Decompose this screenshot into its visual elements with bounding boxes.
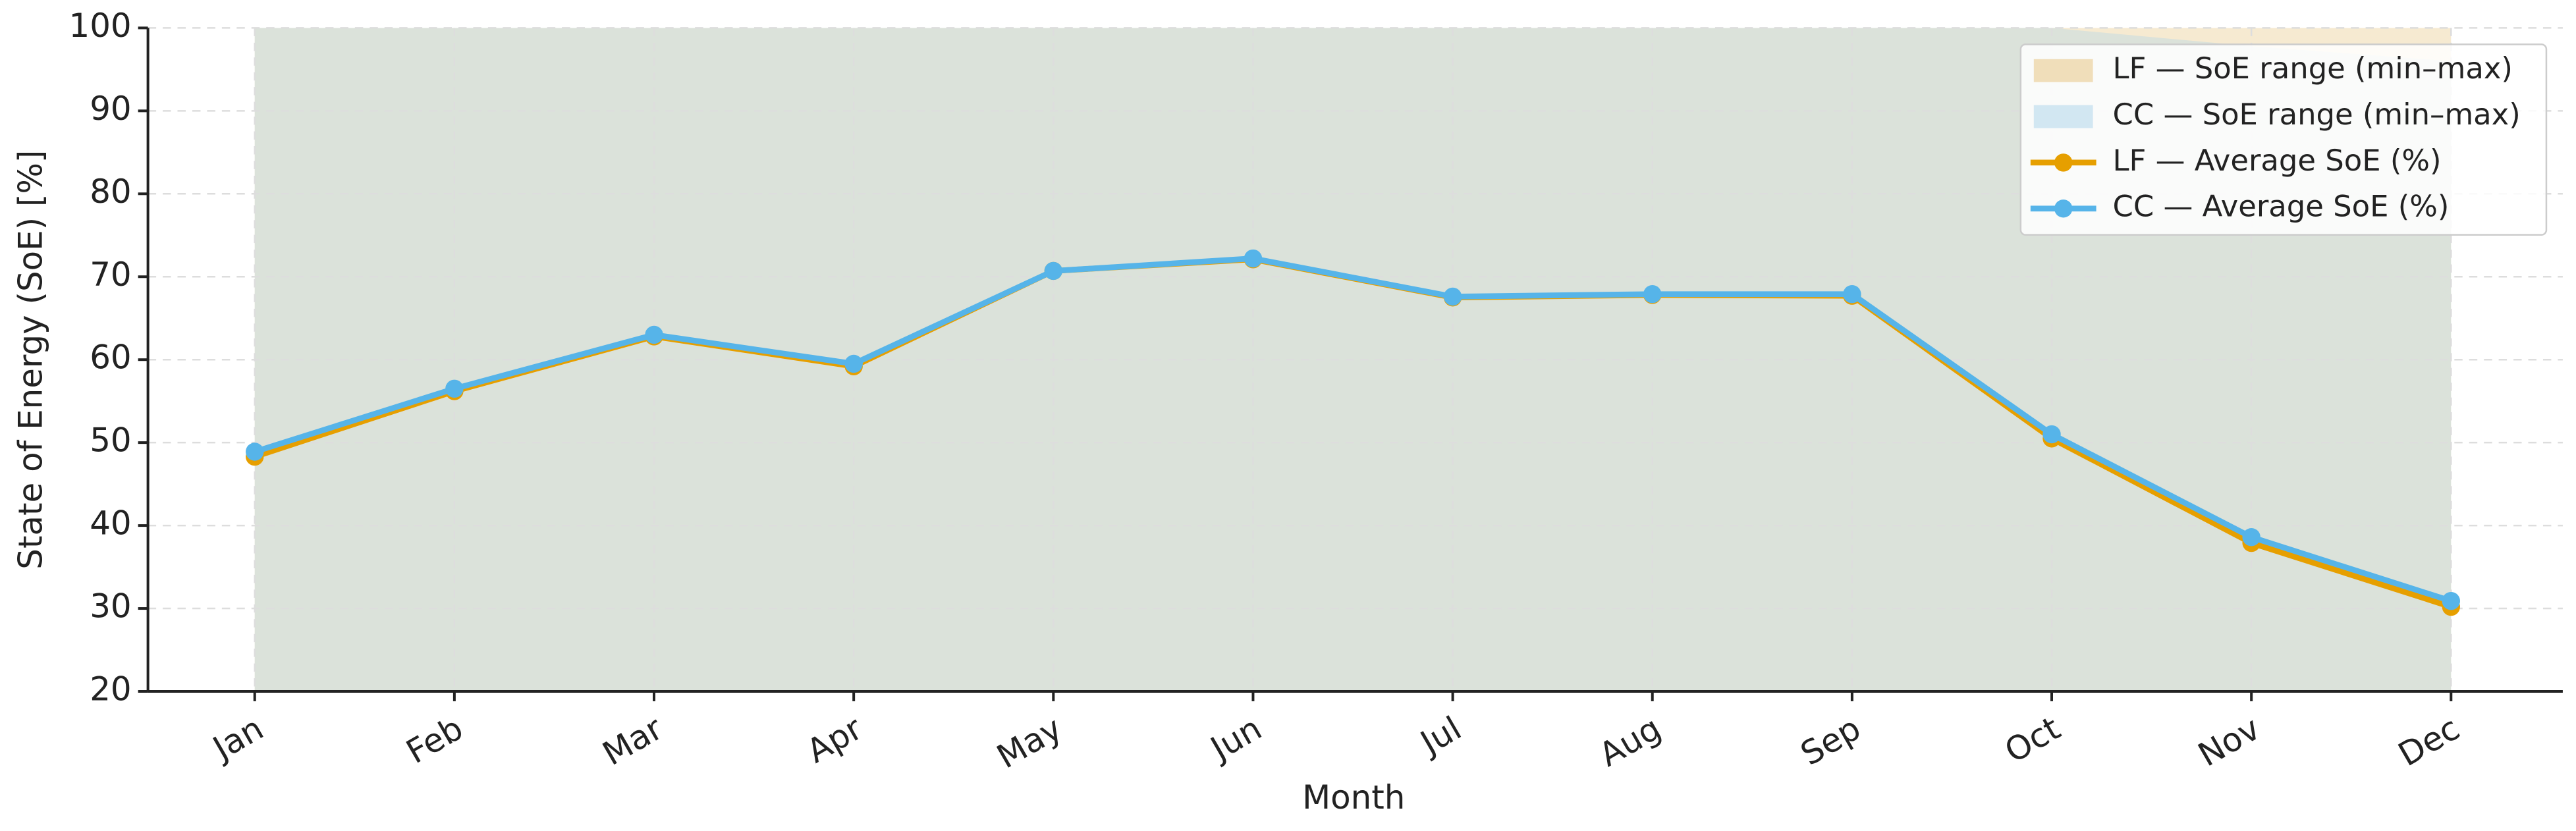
x-tick-label: Nov <box>2192 709 2266 774</box>
legend-marker <box>2054 153 2073 172</box>
x-tick-label: Aug <box>1593 709 1667 774</box>
x-tick-label: Jul <box>1413 709 1468 763</box>
point <box>2242 528 2261 547</box>
y-tick-label: 60 <box>90 338 131 377</box>
x-tick-label: Jun <box>1203 709 1268 769</box>
y-tick-label: 50 <box>90 421 131 460</box>
y-tick-label: 70 <box>90 255 131 294</box>
legend-label: LF — SoE range (min–max) <box>2113 51 2513 86</box>
x-tick-label: Sep <box>1794 709 1867 773</box>
legend: LF — SoE range (min–max) CC — SoE range (… <box>2019 43 2548 236</box>
point <box>645 325 663 344</box>
series-line <box>254 255 2452 604</box>
y-tick-label: 30 <box>90 587 131 626</box>
point <box>2442 592 2461 610</box>
point <box>1643 284 1662 304</box>
legend-box <box>2019 43 2548 236</box>
point <box>1044 261 1063 281</box>
y-tick-label: 20 <box>90 670 131 709</box>
x-tick-label: Mar <box>596 709 669 773</box>
x-axis-label: Month <box>1302 778 1405 817</box>
x-tick-label: Oct <box>1998 709 2067 770</box>
point <box>246 442 264 461</box>
x-tick-label: Apr <box>800 709 869 770</box>
legend-label: CC — Average SoE (%) <box>2113 189 2450 224</box>
point <box>844 354 863 373</box>
legend-label: LF — Average SoE (%) <box>2113 143 2442 178</box>
x-tick-label: Feb <box>400 709 469 771</box>
point <box>2042 425 2061 444</box>
x-tick-label: Jan <box>205 709 269 768</box>
y-tick-label: 90 <box>90 90 131 128</box>
legend-label: CC — SoE range (min–max) <box>2113 97 2521 132</box>
point <box>1244 249 1263 268</box>
y-tick-label: 100 <box>69 7 131 45</box>
y-tick-label: 80 <box>90 173 131 211</box>
lines <box>246 249 2461 616</box>
point <box>445 379 464 398</box>
legend-swatch <box>2033 59 2093 82</box>
x-tick-label: May <box>991 709 1068 776</box>
x-tick-label: Dec <box>2392 709 2466 774</box>
legend-marker <box>2054 200 2073 218</box>
point <box>1443 287 1462 306</box>
y-axis-label: State of Energy (SoE) [%] <box>12 150 50 570</box>
point <box>1843 284 1861 304</box>
legend-swatch <box>2033 105 2093 128</box>
y-tick-label: 40 <box>90 504 131 543</box>
